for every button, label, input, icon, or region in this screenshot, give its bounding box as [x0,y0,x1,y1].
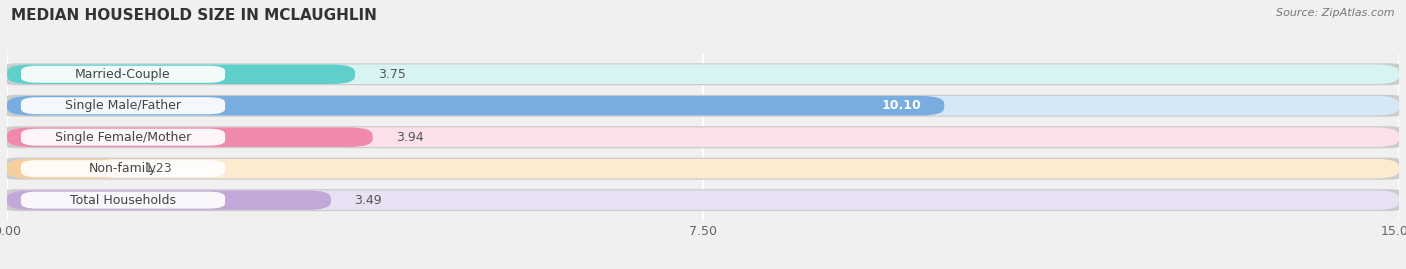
FancyBboxPatch shape [7,128,1399,147]
FancyBboxPatch shape [7,128,373,147]
Text: 3.94: 3.94 [396,131,423,144]
FancyBboxPatch shape [21,97,225,114]
Text: 3.49: 3.49 [354,194,381,207]
FancyBboxPatch shape [7,96,1399,115]
FancyBboxPatch shape [7,159,1399,178]
Text: Single Female/Mother: Single Female/Mother [55,131,191,144]
Text: 3.75: 3.75 [378,68,406,81]
FancyBboxPatch shape [21,160,225,177]
FancyBboxPatch shape [21,66,225,83]
FancyBboxPatch shape [7,65,354,84]
Text: Total Households: Total Households [70,194,176,207]
Text: Married-Couple: Married-Couple [75,68,172,81]
Text: 1.23: 1.23 [145,162,172,175]
FancyBboxPatch shape [7,96,945,115]
Text: MEDIAN HOUSEHOLD SIZE IN MCLAUGHLIN: MEDIAN HOUSEHOLD SIZE IN MCLAUGHLIN [11,8,377,23]
FancyBboxPatch shape [21,129,225,146]
FancyBboxPatch shape [7,159,121,178]
FancyBboxPatch shape [7,190,1399,210]
Text: Source: ZipAtlas.com: Source: ZipAtlas.com [1277,8,1395,18]
FancyBboxPatch shape [0,189,1406,211]
Text: Non-family: Non-family [89,162,157,175]
FancyBboxPatch shape [0,95,1406,117]
FancyBboxPatch shape [7,190,330,210]
FancyBboxPatch shape [21,192,225,209]
FancyBboxPatch shape [0,158,1406,180]
Text: Single Male/Father: Single Male/Father [65,99,181,112]
FancyBboxPatch shape [0,126,1406,148]
FancyBboxPatch shape [0,63,1406,85]
FancyBboxPatch shape [7,65,1399,84]
Text: 10.10: 10.10 [882,99,921,112]
